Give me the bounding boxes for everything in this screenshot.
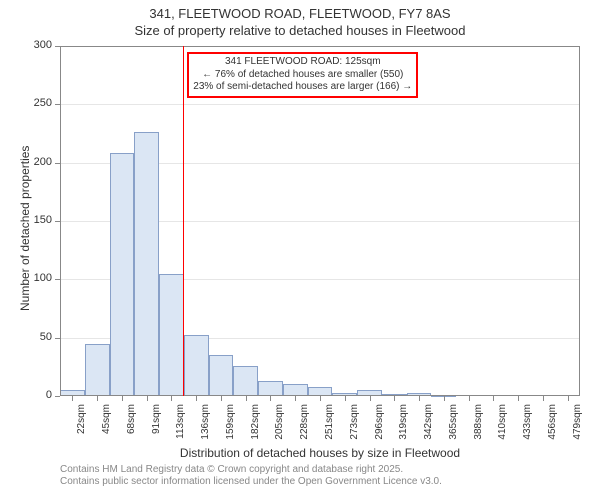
x-tick-mark — [419, 396, 420, 401]
x-tick-mark — [518, 396, 519, 401]
x-tick-mark — [270, 396, 271, 401]
x-tick-mark — [469, 396, 470, 401]
x-tick-label: 251sqm — [324, 404, 335, 448]
x-tick-label: 182sqm — [250, 404, 261, 448]
x-tick-label: 273sqm — [349, 404, 360, 448]
annotation-text-line: 341 FLEETWOOD ROAD: 125sqm — [193, 56, 412, 69]
x-tick-mark — [221, 396, 222, 401]
x-tick-label: 388sqm — [473, 404, 484, 448]
x-tick-mark — [97, 396, 98, 401]
footer-attribution-1: Contains HM Land Registry data © Crown c… — [60, 464, 403, 475]
x-tick-mark — [122, 396, 123, 401]
chart-plot-area — [60, 46, 580, 396]
y-tick-label: 0 — [24, 389, 52, 401]
x-tick-label: 365sqm — [448, 404, 459, 448]
x-tick-mark — [320, 396, 321, 401]
chart-title-block: 341, FLEETWOOD ROAD, FLEETWOOD, FY7 8AS … — [0, 0, 600, 38]
x-tick-label: 296sqm — [374, 404, 385, 448]
x-tick-mark — [196, 396, 197, 401]
x-tick-mark — [568, 396, 569, 401]
x-tick-mark — [543, 396, 544, 401]
x-tick-mark — [246, 396, 247, 401]
x-tick-label: 91sqm — [151, 404, 162, 448]
x-tick-mark — [72, 396, 73, 401]
x-tick-mark — [493, 396, 494, 401]
x-tick-label: 410sqm — [497, 404, 508, 448]
property-annotation: 341 FLEETWOOD ROAD: 125sqm← 76% of detac… — [187, 52, 418, 98]
x-tick-mark — [444, 396, 445, 401]
x-tick-label: 228sqm — [299, 404, 310, 448]
x-tick-label: 319sqm — [398, 404, 409, 448]
x-tick-mark — [394, 396, 395, 401]
x-tick-label: 342sqm — [423, 404, 434, 448]
y-tick-mark — [55, 396, 60, 397]
chart-title-sub: Size of property relative to detached ho… — [0, 23, 600, 38]
y-tick-label: 250 — [24, 97, 52, 109]
annotation-text-line: ← 76% of detached houses are smaller (55… — [193, 69, 412, 82]
x-tick-label: 479sqm — [572, 404, 583, 448]
annotation-text-line: 23% of semi-detached houses are larger (… — [193, 81, 412, 94]
x-tick-label: 113sqm — [175, 404, 186, 448]
x-tick-label: 159sqm — [225, 404, 236, 448]
x-tick-label: 22sqm — [76, 404, 87, 448]
x-tick-mark — [370, 396, 371, 401]
x-tick-mark — [171, 396, 172, 401]
chart-title-main: 341, FLEETWOOD ROAD, FLEETWOOD, FY7 8AS — [0, 6, 600, 21]
x-tick-label: 68sqm — [126, 404, 137, 448]
property-marker-line — [183, 46, 184, 396]
x-tick-label: 136sqm — [200, 404, 211, 448]
x-axis-label: Distribution of detached houses by size … — [60, 446, 580, 460]
x-tick-label: 456sqm — [547, 404, 558, 448]
footer-attribution-2: Contains public sector information licen… — [60, 476, 442, 487]
x-tick-mark — [345, 396, 346, 401]
y-tick-label: 50 — [24, 331, 52, 343]
y-tick-label: 300 — [24, 39, 52, 51]
x-tick-label: 433sqm — [522, 404, 533, 448]
x-tick-label: 205sqm — [274, 404, 285, 448]
x-tick-mark — [147, 396, 148, 401]
y-axis-label: Number of detached properties — [18, 146, 32, 311]
x-tick-mark — [295, 396, 296, 401]
x-tick-label: 45sqm — [101, 404, 112, 448]
